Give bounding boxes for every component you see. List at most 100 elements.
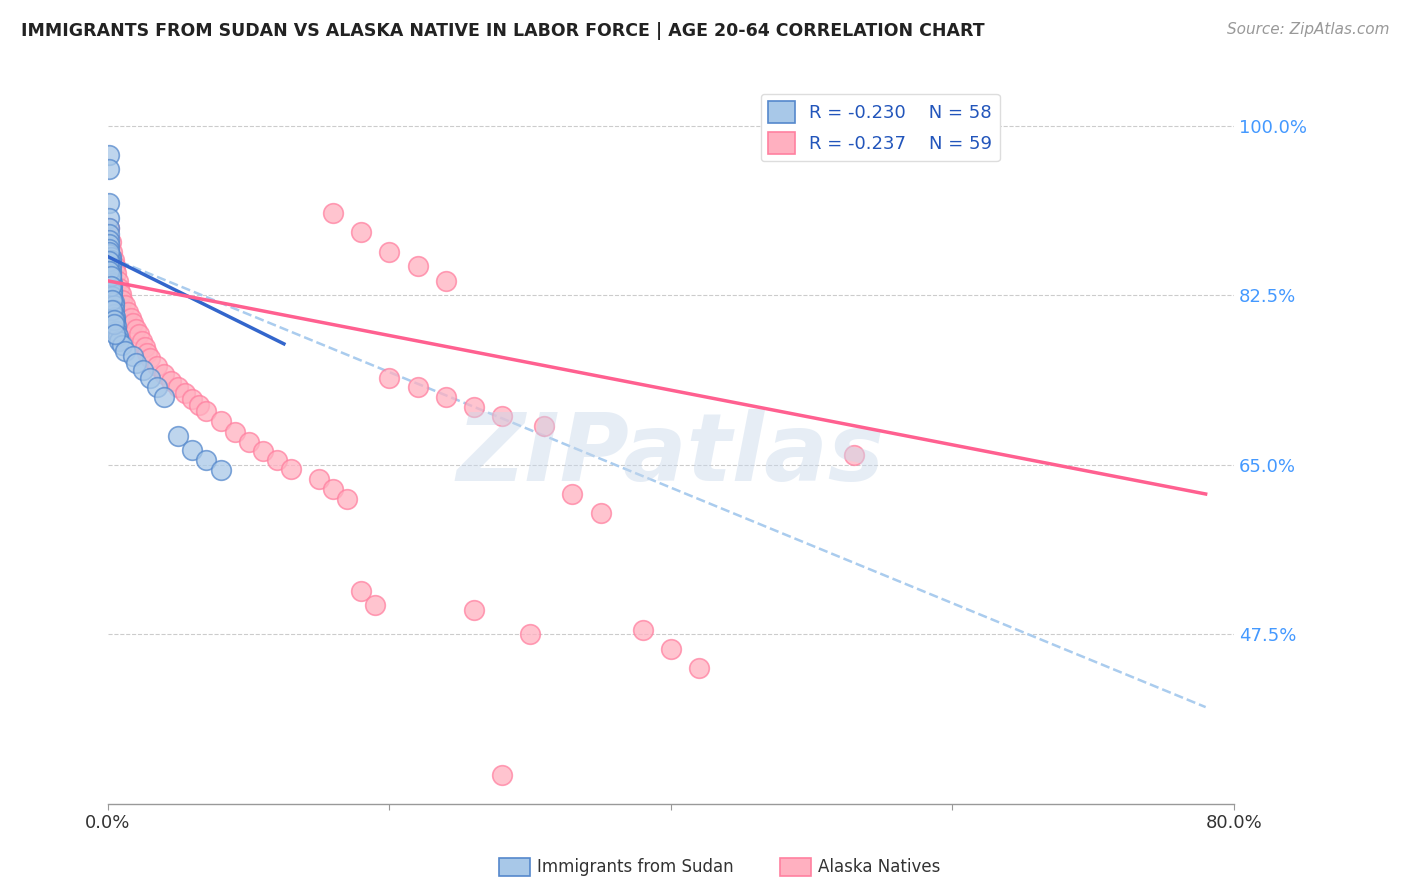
Point — [101, 293, 124, 308]
Point — [98, 254, 121, 268]
Point — [491, 409, 513, 424]
Point — [101, 293, 124, 308]
Point — [280, 462, 302, 476]
Point — [188, 398, 211, 412]
Point — [181, 443, 204, 458]
Point — [153, 390, 176, 404]
Point — [103, 318, 125, 332]
Point — [111, 293, 134, 308]
Point — [114, 343, 136, 358]
Point — [842, 448, 865, 462]
Point — [100, 267, 122, 281]
Point — [100, 256, 122, 270]
Point — [322, 206, 344, 220]
Point — [266, 453, 288, 467]
Point — [98, 242, 121, 256]
Point — [100, 268, 122, 283]
Point — [146, 380, 169, 394]
Point — [104, 310, 127, 324]
Point — [108, 280, 131, 294]
Point — [105, 266, 128, 280]
Point — [101, 278, 124, 293]
Point — [631, 623, 654, 637]
Point — [100, 235, 122, 249]
Point — [103, 312, 125, 326]
Point — [98, 233, 121, 247]
Point — [114, 298, 136, 312]
Point — [98, 246, 121, 260]
Point — [134, 340, 156, 354]
Point — [308, 473, 330, 487]
Point — [104, 327, 127, 342]
Point — [101, 302, 124, 317]
Point — [100, 271, 122, 285]
Point — [103, 298, 125, 312]
Point — [131, 334, 153, 348]
Point — [139, 351, 162, 366]
Point — [103, 307, 125, 321]
Point — [322, 482, 344, 496]
Point — [209, 463, 232, 477]
Point — [100, 278, 122, 293]
Point — [252, 444, 274, 458]
Point — [100, 252, 122, 267]
Point — [100, 264, 122, 278]
Point — [139, 370, 162, 384]
Point — [167, 380, 190, 394]
Point — [103, 302, 125, 317]
Point — [101, 285, 124, 300]
Point — [103, 295, 125, 310]
Point — [103, 252, 125, 267]
Point — [98, 237, 121, 252]
Text: Source: ZipAtlas.com: Source: ZipAtlas.com — [1226, 22, 1389, 37]
Point — [350, 583, 373, 598]
Point — [364, 599, 387, 613]
Point — [98, 211, 121, 225]
Point — [160, 374, 183, 388]
Point — [101, 244, 124, 259]
Point — [378, 244, 401, 259]
Point — [107, 329, 129, 343]
Point — [350, 226, 373, 240]
Point — [128, 327, 150, 342]
Text: Alaska Natives: Alaska Natives — [818, 858, 941, 876]
Point — [224, 425, 246, 439]
Point — [463, 400, 485, 414]
Point — [238, 434, 260, 449]
Point — [100, 250, 122, 264]
Point — [105, 319, 128, 334]
Point — [125, 322, 148, 336]
Point — [100, 260, 122, 274]
Text: Immigrants from Sudan: Immigrants from Sudan — [537, 858, 734, 876]
Point — [98, 196, 121, 211]
Text: ZIPatlas: ZIPatlas — [457, 409, 884, 501]
Point — [167, 429, 190, 443]
Point — [195, 453, 218, 467]
Point — [117, 305, 139, 319]
Point — [434, 274, 457, 288]
Point — [125, 356, 148, 370]
Point — [136, 345, 159, 359]
Point — [98, 264, 121, 278]
Point — [146, 359, 169, 373]
Point — [132, 363, 155, 377]
Point — [688, 661, 710, 675]
Point — [100, 274, 122, 288]
Point — [434, 390, 457, 404]
Point — [491, 768, 513, 782]
Point — [406, 380, 429, 394]
Point — [195, 403, 218, 417]
Text: IMMIGRANTS FROM SUDAN VS ALASKA NATIVE IN LABOR FORCE | AGE 20-64 CORRELATION CH: IMMIGRANTS FROM SUDAN VS ALASKA NATIVE I… — [21, 22, 984, 40]
Point — [104, 260, 127, 274]
Point — [174, 386, 197, 401]
Point — [378, 370, 401, 384]
Point — [101, 283, 124, 297]
Point — [533, 419, 555, 434]
Point — [98, 148, 121, 162]
Point — [101, 289, 124, 303]
Point — [336, 491, 359, 506]
Point — [98, 220, 121, 235]
Point — [561, 487, 583, 501]
Point — [122, 350, 145, 364]
Point — [98, 162, 121, 177]
